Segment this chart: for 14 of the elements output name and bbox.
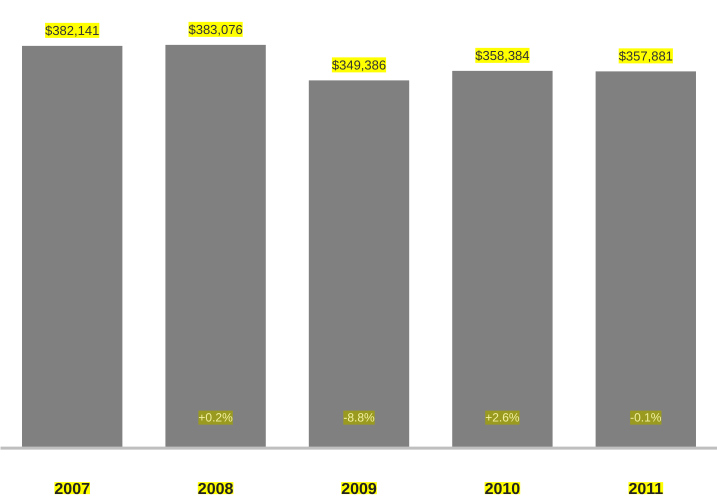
data-label: $383,076 [188, 22, 243, 37]
x-tick-label: 2007 [54, 481, 90, 498]
x-tick-label: 2009 [341, 481, 377, 498]
x-tick-label: 2010 [484, 481, 520, 498]
annotation: +2.6% [485, 410, 520, 425]
data-label: $349,386 [332, 57, 386, 72]
annotation: -8.8% [343, 410, 376, 425]
annotation: -0.1% [630, 410, 662, 425]
data-label: $358,384 [475, 48, 530, 63]
annotation: +0.2% [198, 410, 234, 425]
x-tick-label: 2011 [628, 481, 664, 498]
data-label: $382,141 [45, 22, 100, 38]
x-tick-label: 2008 [198, 481, 234, 498]
data-label: $357,881 [618, 48, 673, 64]
